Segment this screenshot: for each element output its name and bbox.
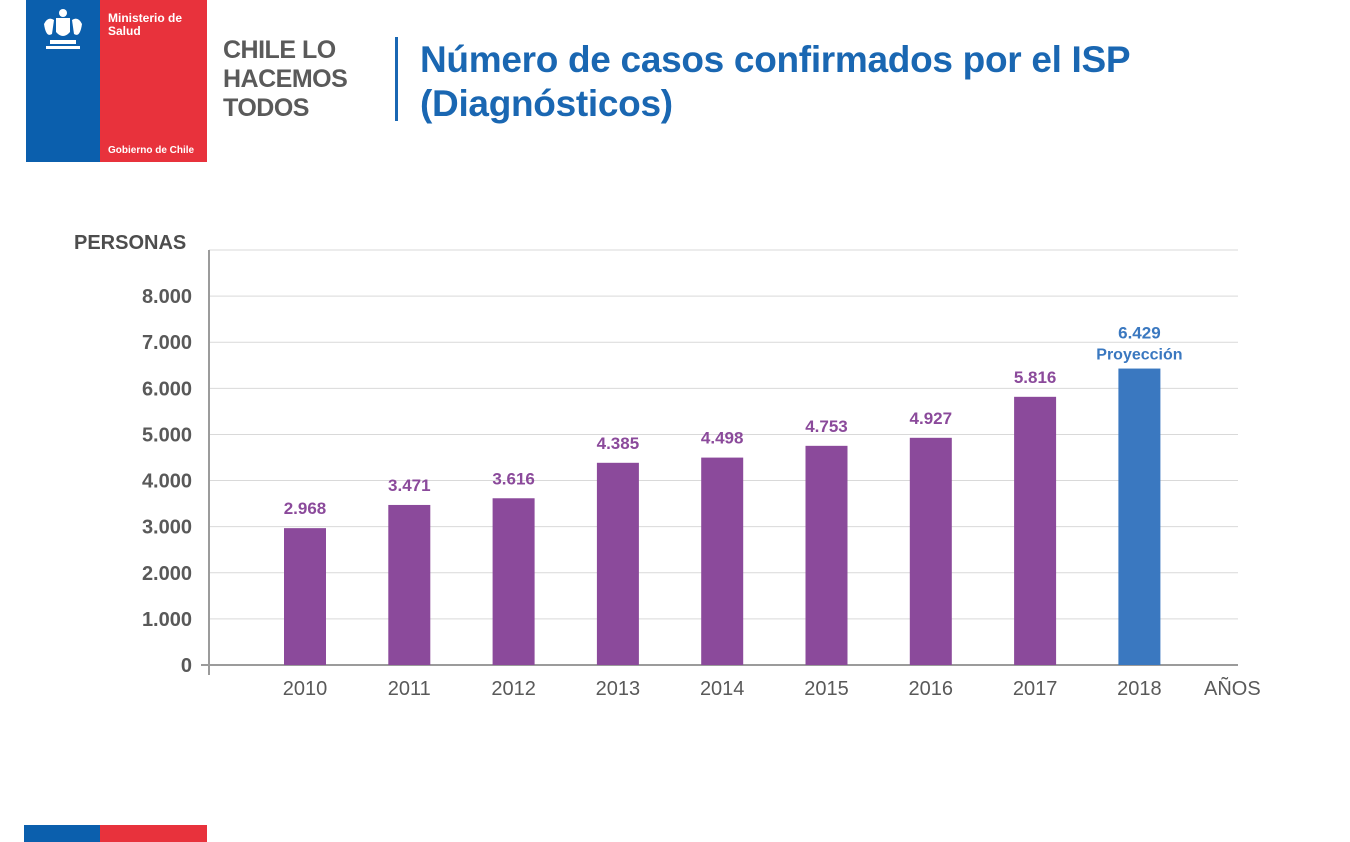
data-label: 3.471 (388, 476, 431, 495)
y-tick-label: 1.000 (142, 609, 192, 631)
bar-2014 (701, 457, 744, 665)
bar-2018 (1118, 368, 1161, 665)
data-label: 4.385 (597, 434, 640, 453)
data-label: 2.968 (284, 499, 327, 518)
y-tick-label: 0 (181, 655, 192, 677)
data-label: 4.753 (805, 417, 848, 436)
data-label: 3.616 (492, 469, 535, 488)
footer-blue-band (24, 825, 100, 842)
bar-2017 (1014, 396, 1057, 665)
x-axis-label: AÑOS (1204, 676, 1261, 700)
x-tick-label: 2016 (909, 678, 954, 700)
footer-flag-bar (24, 825, 207, 842)
x-tick-label: 2018 (1117, 678, 1162, 700)
data-label: 6.429 (1118, 324, 1161, 343)
bar-2016 (909, 437, 952, 665)
slogan: CHILE LO HACEMOS TODOS (223, 36, 348, 122)
x-tick-label: 2011 (388, 678, 431, 700)
data-label: 4.498 (701, 429, 744, 448)
data-label: 4.927 (910, 409, 953, 428)
x-tick-label: 2012 (491, 678, 536, 700)
ministry-logo: Ministerio de Salud Gobierno de Chile (26, 0, 207, 162)
footer-red-band (100, 825, 207, 842)
projection-label: Proyección (1096, 347, 1182, 364)
y-tick-label: 4.000 (142, 471, 192, 493)
y-tick-label: 2.000 (142, 563, 192, 585)
bar-2013 (596, 462, 639, 665)
bar-2010 (284, 528, 326, 665)
bar-2011 (388, 504, 431, 665)
y-tick-label: 7.000 (142, 332, 192, 354)
coat-of-arms-icon (44, 9, 82, 49)
bar-2015 (805, 445, 848, 665)
x-tick-label: 2015 (804, 678, 849, 700)
y-tick-label: 6.000 (142, 378, 192, 400)
y-tick-label: 8.000 (142, 286, 192, 308)
logo-red-band (100, 0, 207, 162)
header-divider (395, 37, 398, 121)
ministry-name: Ministerio de Salud (108, 11, 183, 38)
data-label: 5.816 (1014, 368, 1057, 387)
x-tick-label: 2014 (700, 678, 745, 700)
x-tick-label: 2017 (1013, 678, 1058, 700)
bar-2012 (492, 498, 535, 665)
y-tick-label: 5.000 (142, 424, 192, 446)
x-tick-label: 2013 (596, 678, 641, 700)
page-title: Número de casos confirmados por el ISP (… (420, 39, 1130, 124)
government-label: Gobierno de Chile (108, 145, 195, 156)
y-axis-label: PERSONAS (74, 232, 186, 254)
x-tick-label: 2010 (283, 678, 328, 700)
y-tick-label: 3.000 (142, 517, 192, 539)
